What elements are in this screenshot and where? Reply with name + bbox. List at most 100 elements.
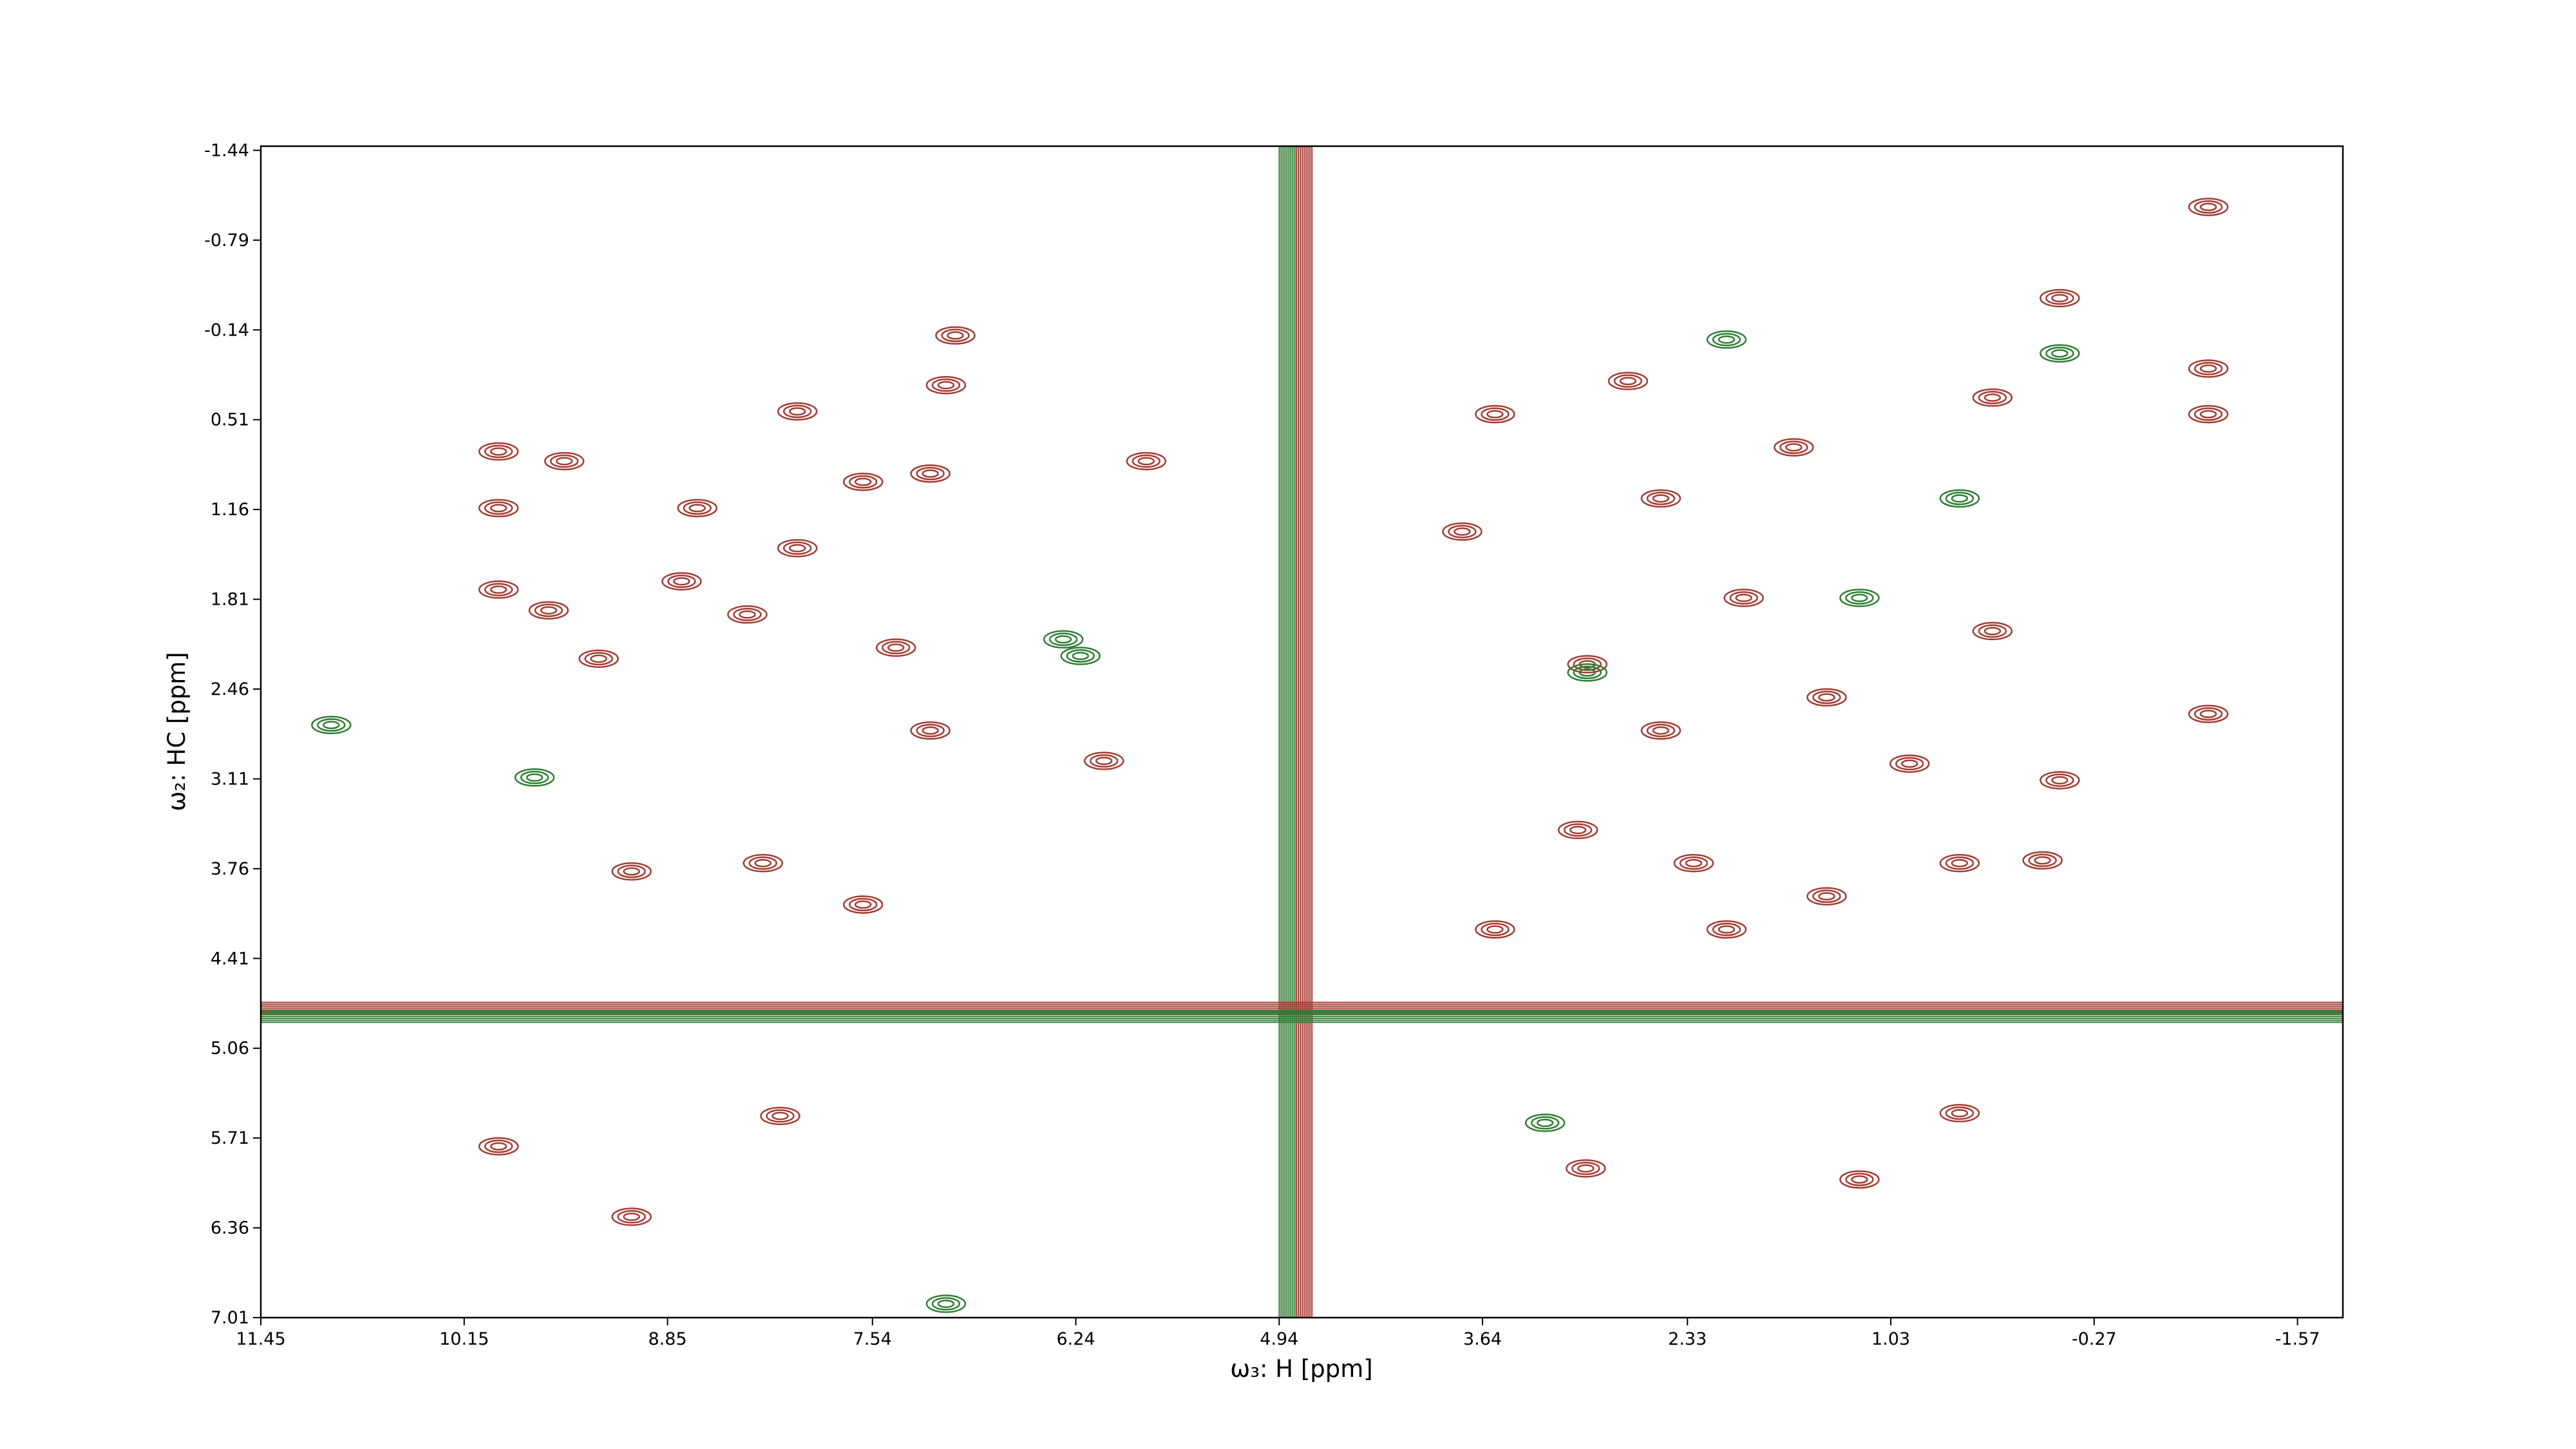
peak-contour	[489, 585, 507, 594]
peak-contour	[748, 856, 777, 870]
peak-contour	[2045, 291, 2074, 305]
peak-contour	[528, 601, 569, 620]
peak-contour	[2199, 710, 2217, 719]
peak	[1889, 754, 1930, 773]
peak	[1673, 854, 1714, 873]
peak-contour	[1939, 1104, 1980, 1122]
peak-contour	[1442, 522, 1482, 541]
peak	[875, 638, 916, 657]
peak	[611, 1208, 652, 1226]
peak-contour	[1951, 1109, 1969, 1117]
peak-contour	[611, 862, 652, 881]
peak-contour	[842, 895, 884, 914]
peak-contour	[848, 898, 878, 911]
peak-contour	[484, 1139, 513, 1153]
peak	[1524, 1113, 1566, 1132]
peak-contour	[937, 381, 955, 390]
peak	[528, 601, 569, 620]
peak-contour	[1536, 1119, 1554, 1127]
peak-contour	[1095, 757, 1113, 765]
peak-contour	[854, 477, 872, 486]
peak-contour	[1984, 627, 2002, 636]
peak-contour	[1951, 858, 1969, 867]
y-tick-label: 2.46	[211, 679, 249, 699]
peak-contour	[2188, 705, 2229, 723]
peak-contour	[2028, 853, 2057, 867]
peak	[1475, 920, 1515, 939]
peak	[1060, 647, 1101, 665]
peak-contour	[1839, 589, 1880, 607]
peak-contour	[555, 457, 573, 466]
peak-contour	[1566, 1159, 1606, 1178]
peak-contour	[2040, 771, 2080, 790]
peak-contour	[1578, 668, 1596, 677]
peak-contour	[1978, 391, 2007, 404]
peak	[727, 605, 768, 624]
peak-contour	[1685, 858, 1703, 867]
peak-contour	[1043, 630, 1084, 649]
peak-contour	[1486, 925, 1504, 934]
y-tick-label: 4.41	[211, 949, 249, 969]
peak	[1939, 1104, 1980, 1122]
peak-contour	[941, 328, 970, 343]
peak	[2040, 289, 2080, 308]
peak-contour	[739, 610, 756, 619]
peak-contour	[1945, 856, 1975, 870]
peak-contour	[1486, 410, 1504, 419]
peak-contour	[2199, 202, 2217, 211]
peak-contour	[1048, 632, 1078, 647]
peak-contour	[937, 1300, 955, 1308]
peak	[1043, 630, 1084, 649]
peak	[1723, 589, 1764, 607]
plot-area	[261, 146, 2343, 1318]
peak-contour	[1712, 922, 1741, 936]
peak	[478, 498, 519, 518]
peak-contour	[1735, 593, 1752, 602]
ridge	[1296, 146, 1313, 1318]
peak-contour	[1673, 854, 1714, 873]
peak-contour	[317, 718, 346, 732]
peak-contour	[1818, 693, 1835, 702]
peak-contour	[520, 770, 549, 784]
axes-frame	[260, 145, 2344, 1319]
peak-contour	[922, 469, 939, 478]
peak-contour	[2051, 349, 2069, 358]
peak	[1557, 820, 1598, 840]
peak-contour	[2199, 364, 2217, 373]
peak-contour	[1481, 922, 1510, 936]
peak-contour	[1567, 663, 1608, 682]
peak-contour	[935, 326, 976, 345]
peak-contour	[925, 1294, 967, 1313]
peak-contour	[544, 451, 585, 471]
peak-contour	[777, 402, 818, 421]
peak-contour	[1126, 451, 1167, 471]
ridge	[1278, 146, 1296, 1318]
peak-contour	[667, 574, 696, 589]
x-tick-label: -0.27	[2072, 1329, 2117, 1349]
y-tick-label: -0.79	[204, 231, 249, 251]
peak-contour	[661, 572, 702, 591]
peak	[925, 1294, 967, 1313]
peak-contour	[1951, 494, 1969, 503]
peak	[478, 1137, 519, 1156]
peak-contour	[611, 1208, 652, 1226]
peak	[1126, 451, 1167, 471]
peak	[1706, 330, 1747, 349]
peak-contour	[623, 867, 640, 876]
peak	[2022, 851, 2063, 870]
peak-contour	[760, 1106, 800, 1126]
peak-contour	[584, 652, 613, 666]
peak-contour	[1448, 525, 1477, 538]
peak-contour	[788, 544, 806, 553]
peak-contour	[947, 331, 964, 340]
peak-contour	[489, 447, 507, 456]
x-tick-label: 1.03	[1871, 1329, 1910, 1349]
peak-contour	[617, 864, 646, 878]
peak	[925, 375, 967, 395]
peak-contour	[1785, 443, 1803, 452]
peak-contour	[526, 773, 544, 782]
peak-contour	[1619, 377, 1637, 386]
peak-contour	[1818, 892, 1835, 901]
peak-contour	[1851, 1175, 1868, 1184]
